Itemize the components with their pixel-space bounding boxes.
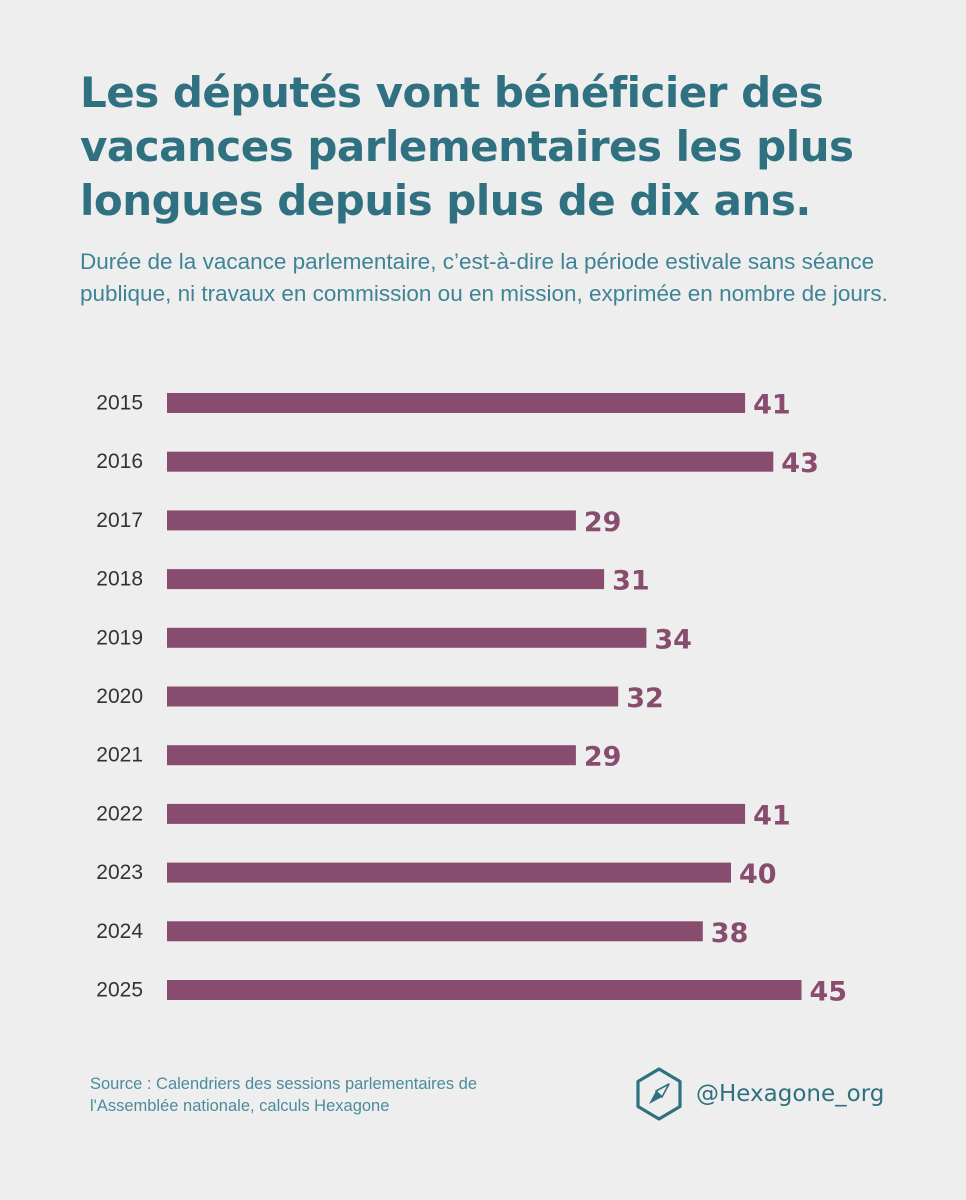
bar-2022 (167, 803, 746, 824)
brand-handle[interactable]: @Hexagone_org (696, 1081, 885, 1107)
brand[interactable]: @Hexagone_org (634, 1066, 884, 1122)
bar-2024 (167, 921, 703, 942)
source-note: Source : Calendriers des sessions parlem… (90, 1075, 478, 1115)
value-label: 31 (612, 566, 650, 597)
bar-2015 (167, 393, 746, 413)
value-label: 29 (584, 507, 622, 538)
bar-chart: 2015 41 2016 43 2017 29 2018 31 2019 34 2020 32 2021… (96, 390, 847, 1008)
year-label: 2022 (96, 802, 143, 825)
bar-2019 (167, 627, 647, 648)
bar-2023 (167, 862, 731, 883)
value-label: 34 (654, 624, 692, 655)
year-label: 2023 (96, 861, 143, 884)
year-label: 2017 (96, 509, 143, 532)
year-label: 2020 (96, 685, 143, 708)
bar-2025 (167, 980, 802, 1000)
year-label: 2018 (96, 568, 143, 591)
bar-2020 (167, 686, 619, 707)
value-label: 45 (810, 977, 848, 1008)
year-label: 2024 (96, 920, 143, 943)
value-label: 38 (711, 918, 749, 949)
value-label: 41 (753, 800, 791, 831)
bars-layer: 2015 41 2016 43 2017 29 2018 31 2019 34 2020 32 2021… (96, 390, 847, 1008)
value-label: 29 (584, 742, 622, 773)
page-title: Les députés vont bénéficier des vacances… (80, 68, 854, 225)
year-label: 2015 (96, 392, 143, 415)
year-label: 2019 (96, 626, 143, 649)
value-label: 32 (626, 683, 664, 714)
value-label: 40 (739, 859, 777, 890)
year-label: 2016 (96, 450, 143, 473)
value-label: 41 (753, 390, 791, 421)
year-label: 2021 (96, 744, 143, 767)
bar-2018 (167, 569, 605, 590)
bar-2021 (167, 745, 576, 766)
value-label: 43 (781, 448, 819, 479)
bar-2017 (167, 510, 576, 531)
chart-subtitle: Durée de la vacance parlementaire, c’est… (80, 249, 888, 306)
bar-2016 (167, 451, 774, 472)
hexagon-compass-icon (636, 1067, 682, 1121)
year-label: 2025 (96, 979, 143, 1002)
